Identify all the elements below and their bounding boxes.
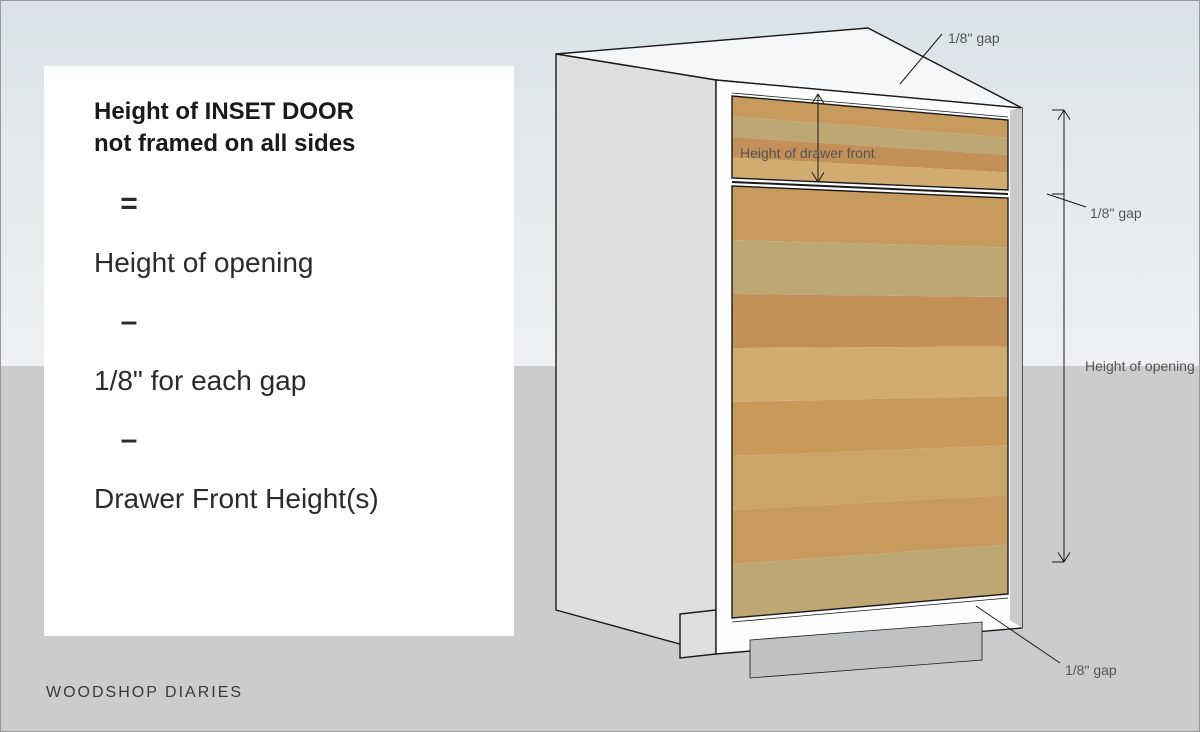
- panel-title: Height of INSET DOOR not framed on all s…: [94, 96, 474, 161]
- term-gap: 1/8" for each gap: [94, 365, 474, 397]
- title-line-1: Height of INSET DOOR: [94, 98, 354, 125]
- minus-op-1: –: [94, 305, 164, 339]
- annotation-a3: 1/8" gap: [1090, 205, 1142, 221]
- annotation-a4: Height of opening: [1085, 358, 1195, 374]
- term-drawer-front: Drawer Front Height(s): [94, 483, 474, 515]
- term-opening-height: Height of opening: [94, 247, 474, 279]
- diagram-stage: Height of INSET DOOR not framed on all s…: [0, 0, 1200, 732]
- minus-op-2: –: [94, 423, 164, 457]
- annotation-a5: 1/8" gap: [1065, 662, 1117, 678]
- annotation-a2: Height of drawer front: [740, 145, 875, 161]
- annotation-a1: 1/8" gap: [948, 30, 1000, 46]
- title-line-2: not framed on all sides: [94, 130, 355, 157]
- watermark: WOODSHOP DIARIES: [46, 684, 243, 702]
- formula-panel: Height of INSET DOOR not framed on all s…: [44, 66, 514, 636]
- equals-op: =: [94, 187, 164, 221]
